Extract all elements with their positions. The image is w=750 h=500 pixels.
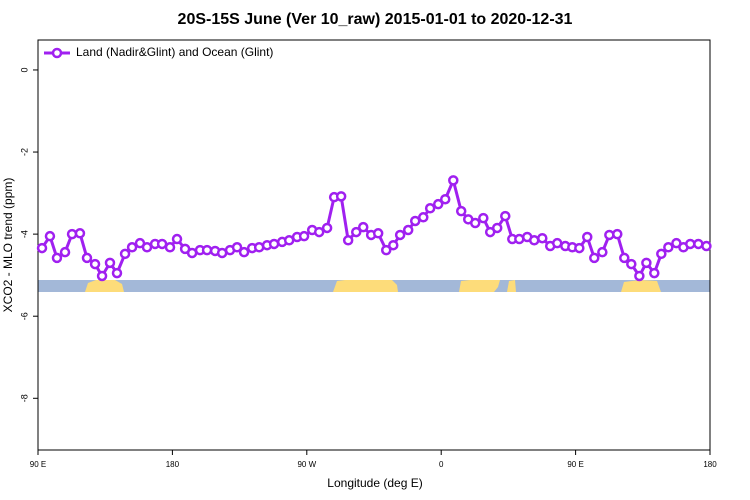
data-point	[44, 230, 56, 242]
data-point	[551, 237, 563, 249]
data-point	[663, 242, 674, 253]
data-point	[537, 232, 548, 244]
data-point	[641, 257, 652, 269]
data-point	[581, 231, 593, 243]
data-point	[59, 246, 71, 258]
data-point	[81, 252, 93, 264]
chart-title: 20S-15S June (Ver 10_raw) 2015-01-01 to …	[178, 11, 573, 28]
x-axis-label: Longitude (deg E)	[327, 476, 422, 490]
data-point	[634, 270, 645, 282]
legend-label: Land (Nadir&Glint) and Ocean (Glint)	[76, 45, 273, 59]
data-point	[455, 205, 467, 217]
data-point	[238, 246, 250, 258]
data-point	[402, 224, 414, 236]
x-tick-label: 90 E	[567, 460, 583, 469]
data-point	[478, 212, 489, 224]
data-point	[231, 242, 243, 253]
data-point	[612, 228, 623, 240]
data-point	[119, 248, 131, 260]
y-tick-label: -4	[19, 230, 29, 238]
data-point	[491, 222, 503, 234]
data-point	[388, 239, 399, 251]
data-point	[298, 230, 310, 242]
data-point	[126, 242, 138, 253]
data-point	[380, 244, 392, 256]
data-point	[342, 235, 354, 246]
data-point	[96, 270, 108, 282]
data-point	[439, 193, 451, 205]
x-tick-label: 180	[703, 460, 717, 469]
data-point	[424, 203, 436, 214]
data-point	[357, 221, 369, 233]
x-tick-label: 0	[439, 460, 444, 469]
data-line	[40, 178, 707, 278]
data-point	[500, 210, 511, 222]
data-point	[51, 252, 63, 264]
x-tick-label: 180	[166, 460, 180, 469]
data-point	[104, 257, 116, 269]
y-axis-label: XCO2 - MLO trend (ppm)	[1, 178, 15, 313]
data-point	[111, 267, 123, 279]
data-point	[36, 242, 48, 254]
data-point	[693, 238, 704, 250]
data-point	[201, 244, 213, 256]
data-point	[656, 248, 667, 260]
y-tick-label: -2	[19, 148, 29, 156]
x-tick-label: 90 E	[30, 460, 46, 469]
data-point	[350, 226, 362, 238]
data-point	[394, 229, 406, 241]
data-point	[701, 240, 712, 252]
data-point	[89, 258, 101, 270]
y-tick-label: -8	[19, 394, 29, 402]
data-point	[626, 258, 637, 270]
data-point	[685, 238, 696, 250]
y-tick-label: -6	[19, 312, 29, 320]
data-point	[619, 252, 630, 264]
data-point	[164, 242, 176, 253]
data-point	[418, 212, 429, 223]
data-point	[171, 233, 183, 245]
data-point	[574, 242, 585, 254]
data-point	[469, 217, 481, 229]
data-point	[448, 175, 459, 186]
data-point	[321, 222, 333, 234]
x-tick-label: 90 W	[297, 460, 316, 469]
data-point	[589, 252, 600, 264]
y-tick-label: 0	[19, 67, 29, 72]
data-point	[409, 215, 421, 227]
data-point	[268, 238, 280, 250]
data-point	[649, 267, 660, 279]
data-point	[528, 235, 540, 246]
data-point	[432, 198, 444, 210]
data-point	[372, 228, 384, 239]
data-point	[313, 226, 325, 238]
legend-marker	[51, 47, 63, 59]
data-point	[597, 246, 608, 258]
land-ocean-mask	[38, 280, 710, 292]
data-point	[141, 242, 153, 253]
data-point	[335, 191, 347, 202]
data-point	[74, 228, 86, 239]
